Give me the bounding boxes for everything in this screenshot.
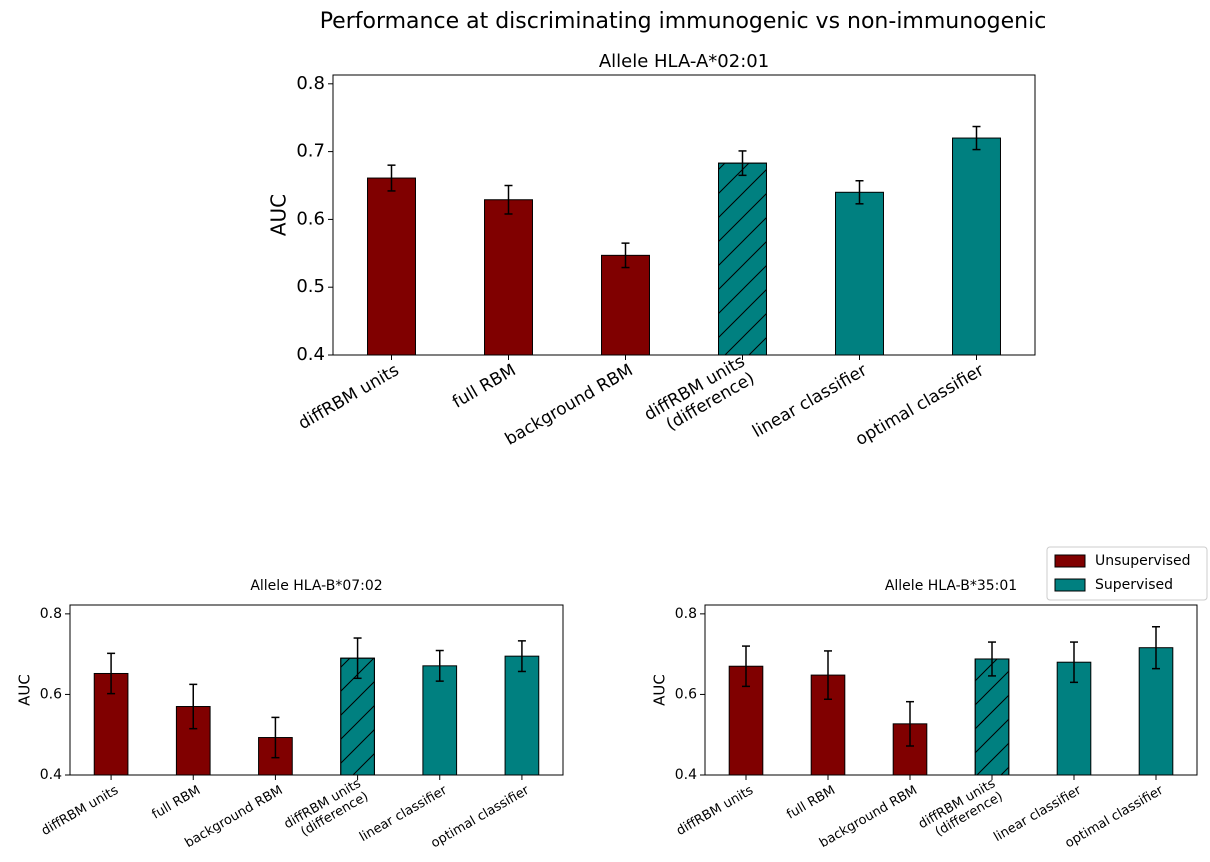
y-tick-label: 0.4 xyxy=(40,767,62,783)
x-tick-label: diffRBM units xyxy=(39,782,121,838)
y-tick-label: 0.4 xyxy=(296,344,325,365)
plot-frame xyxy=(332,74,1036,356)
x-tick-label: diffRBM units xyxy=(674,782,756,838)
legend-box xyxy=(1046,546,1208,601)
legend-label: Supervised xyxy=(1095,577,1173,593)
bar xyxy=(422,665,458,776)
y-tick-label: 0.4 xyxy=(675,767,697,783)
y-axis-label: AUC xyxy=(16,674,34,706)
x-tick-label: diffRBM units(difference) xyxy=(641,351,758,442)
chart-title: Allele HLA-B*35:01 xyxy=(885,578,1017,594)
y-axis-label: AUC xyxy=(267,194,291,236)
bar xyxy=(93,672,129,776)
y-axis-label: AUC xyxy=(651,674,669,706)
y-tick-label: 0.8 xyxy=(675,606,697,622)
legend-label: Unsupervised xyxy=(1095,553,1191,569)
x-tick-label: linear classifier xyxy=(749,360,870,442)
x-tick-label: full RBM xyxy=(149,783,203,823)
figure-title: Performance at discriminating immunogeni… xyxy=(320,9,1047,34)
y-tick-label: 0.6 xyxy=(675,686,697,702)
chart-title: Allele HLA-B*07:02 xyxy=(250,578,382,594)
bar xyxy=(504,655,540,776)
x-tick-label: diffRBM units xyxy=(295,360,403,434)
plot-frame xyxy=(69,604,564,776)
plot-frame xyxy=(704,604,1198,776)
bar-hatch xyxy=(718,162,767,356)
y-tick-label: 0.8 xyxy=(40,606,62,622)
bar xyxy=(601,254,650,356)
x-tick-label: background RBM xyxy=(502,360,637,449)
x-tick-label: full RBM xyxy=(449,360,519,412)
bar xyxy=(484,199,533,356)
legend-swatch xyxy=(1054,578,1086,592)
x-tick-label: full RBM xyxy=(784,783,838,823)
bar xyxy=(835,191,884,356)
bar xyxy=(367,177,416,356)
y-tick-label: 0.7 xyxy=(296,141,325,162)
y-tick-label: 0.8 xyxy=(296,73,325,94)
bar xyxy=(952,137,1001,356)
legend-swatch xyxy=(1054,554,1086,568)
y-tick-label: 0.6 xyxy=(296,208,325,229)
x-tick-label: optimal classifier xyxy=(852,360,987,450)
y-tick-label: 0.6 xyxy=(40,686,62,702)
chart-title: Allele HLA-A*02:01 xyxy=(599,51,769,72)
y-tick-label: 0.5 xyxy=(296,276,325,297)
